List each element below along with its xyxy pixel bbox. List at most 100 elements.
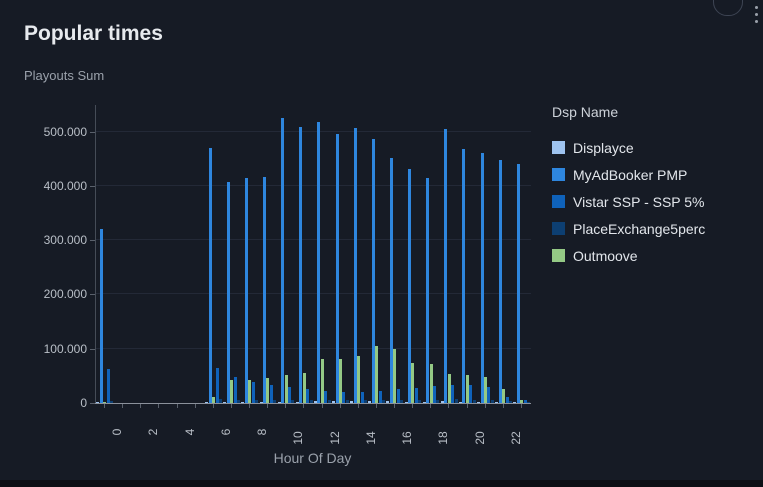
bar-placeexchange5perc-h22[interactable] — [508, 400, 512, 403]
bar-outmoove-h22[interactable] — [502, 389, 506, 403]
legend-item-vistar-ssp-ssp-5-[interactable]: Vistar SSP - SSP 5% — [552, 188, 752, 215]
bar-placeexchange5perc-h18[interactable] — [436, 399, 440, 403]
kebab-menu-icon[interactable] — [750, 2, 762, 28]
bar-outmoove-h0[interactable] — [103, 401, 107, 403]
bar-displayce-h10[interactable] — [277, 401, 281, 403]
bar-outmoove-h19[interactable] — [447, 374, 451, 403]
bar-placeexchange5perc-h12[interactable] — [327, 399, 331, 403]
bar-outmoove-h15[interactable] — [375, 346, 379, 403]
bar-myadbooker-pmp-h7[interactable] — [226, 181, 230, 403]
bar-placeexchange5perc-h14[interactable] — [363, 399, 367, 403]
bar-placeexchange5perc-h21[interactable] — [490, 400, 494, 403]
legend-item-outmoove[interactable]: Outmoove — [552, 242, 752, 269]
bar-myadbooker-pmp-h14[interactable] — [353, 128, 357, 403]
bar-vistar-ssp-ssp-5--h0[interactable] — [106, 369, 110, 403]
bar-displayce-h20[interactable] — [458, 401, 462, 403]
bar-vistar-ssp-ssp-5--h21[interactable] — [487, 386, 491, 403]
bar-placeexchange5perc-h16[interactable] — [400, 399, 404, 403]
bar-outmoove-h6[interactable] — [212, 396, 216, 403]
bar-displayce-h6[interactable] — [205, 401, 209, 403]
bar-myadbooker-pmp-h21[interactable] — [480, 153, 484, 403]
bar-outmoove-h18[interactable] — [429, 364, 433, 403]
bar-myadbooker-pmp-h18[interactable] — [426, 178, 430, 403]
bar-placeexchange5perc-h19[interactable] — [454, 398, 458, 403]
bar-placeexchange5perc-h17[interactable] — [418, 399, 422, 403]
bar-vistar-ssp-ssp-5--h15[interactable] — [378, 391, 382, 403]
bar-displayce-h13[interactable] — [332, 401, 336, 403]
bar-placeexchange5perc-h10[interactable] — [291, 400, 295, 403]
bar-placeexchange5perc-h8[interactable] — [255, 399, 259, 403]
legend-item-myadbooker-pmp[interactable]: MyAdBooker PMP — [552, 161, 752, 188]
bar-vistar-ssp-ssp-5--h11[interactable] — [306, 388, 310, 403]
bar-displayce-h7[interactable] — [223, 401, 227, 403]
bar-vistar-ssp-ssp-5--h6[interactable] — [215, 368, 219, 403]
bar-placeexchange5perc-h13[interactable] — [345, 399, 349, 403]
legend-item-displayce[interactable]: Displayce — [552, 134, 752, 161]
bar-displayce-h15[interactable] — [368, 401, 372, 403]
bar-vistar-ssp-ssp-5--h14[interactable] — [360, 392, 364, 403]
bar-vistar-ssp-ssp-5--h18[interactable] — [433, 385, 437, 403]
bar-displayce-h18[interactable] — [422, 401, 426, 403]
bar-myadbooker-pmp-h15[interactable] — [371, 138, 375, 403]
bar-displayce-h19[interactable] — [440, 401, 444, 403]
bar-vistar-ssp-ssp-5--h19[interactable] — [451, 384, 455, 403]
bar-myadbooker-pmp-h10[interactable] — [281, 117, 285, 403]
bar-vistar-ssp-ssp-5--h8[interactable] — [251, 381, 255, 403]
bar-placeexchange5perc-h23[interactable] — [527, 401, 531, 403]
bar-vistar-ssp-ssp-5--h12[interactable] — [324, 390, 328, 403]
legend-item-placeexchange5perc[interactable]: PlaceExchange5perc — [552, 215, 752, 242]
bar-outmoove-h13[interactable] — [338, 358, 342, 403]
bar-displayce-h14[interactable] — [350, 401, 354, 403]
bar-displayce-h22[interactable] — [495, 402, 499, 403]
bar-displayce-h21[interactable] — [477, 401, 481, 403]
bar-myadbooker-pmp-h12[interactable] — [317, 122, 321, 403]
bar-placeexchange5perc-h11[interactable] — [309, 400, 313, 403]
bar-vistar-ssp-ssp-5--h13[interactable] — [342, 391, 346, 403]
bar-displayce-h0[interactable] — [96, 402, 100, 403]
bar-vistar-ssp-ssp-5--h9[interactable] — [269, 384, 273, 403]
bar-outmoove-h16[interactable] — [393, 348, 397, 403]
bar-placeexchange5perc-h20[interactable] — [472, 399, 476, 403]
bar-vistar-ssp-ssp-5--h16[interactable] — [396, 388, 400, 403]
bar-placeexchange5perc-h6[interactable] — [218, 398, 222, 403]
bar-outmoove-h8[interactable] — [248, 379, 252, 403]
bar-myadbooker-pmp-h9[interactable] — [263, 177, 266, 403]
bar-placeexchange5perc-h0[interactable] — [110, 400, 114, 403]
bar-myadbooker-pmp-h6[interactable] — [208, 147, 212, 403]
bar-myadbooker-pmp-h17[interactable] — [408, 168, 411, 403]
bar-myadbooker-pmp-h23[interactable] — [516, 163, 520, 403]
bar-outmoove-h17[interactable] — [411, 362, 415, 403]
bar-outmoove-h20[interactable] — [465, 374, 469, 403]
bar-outmoove-h11[interactable] — [302, 372, 306, 403]
bar-placeexchange5perc-h15[interactable] — [382, 399, 386, 403]
bar-outmoove-h9[interactable] — [266, 377, 270, 403]
bar-placeexchange5perc-h9[interactable] — [273, 400, 277, 403]
bar-myadbooker-pmp-h22[interactable] — [498, 159, 502, 403]
bar-vistar-ssp-ssp-5--h7[interactable] — [233, 376, 237, 403]
bar-myadbooker-pmp-h19[interactable] — [444, 128, 448, 403]
bar-myadbooker-pmp-h8[interactable] — [244, 178, 248, 403]
bar-outmoove-h7[interactable] — [230, 380, 234, 403]
bar-displayce-h8[interactable] — [241, 401, 245, 403]
bar-myadbooker-pmp-h11[interactable] — [299, 126, 303, 403]
bar-outmoove-h14[interactable] — [357, 356, 361, 403]
bar-vistar-ssp-ssp-5--h10[interactable] — [288, 386, 292, 403]
bar-myadbooker-pmp-h13[interactable] — [335, 133, 339, 403]
bar-outmoove-h12[interactable] — [320, 359, 324, 403]
bar-myadbooker-pmp-h0[interactable] — [99, 229, 103, 403]
bar-displayce-h23[interactable] — [513, 402, 517, 403]
bar-displayce-h11[interactable] — [295, 401, 299, 403]
bar-displayce-h12[interactable] — [313, 401, 317, 403]
bar-displayce-h17[interactable] — [404, 401, 408, 403]
bar-outmoove-h21[interactable] — [483, 376, 487, 403]
bar-displayce-h9[interactable] — [259, 401, 263, 403]
bar-vistar-ssp-ssp-5--h20[interactable] — [469, 385, 473, 403]
bar-vistar-ssp-ssp-5--h17[interactable] — [414, 387, 418, 403]
bar-placeexchange5perc-h7[interactable] — [237, 399, 241, 403]
bar-vistar-ssp-ssp-5--h23[interactable] — [523, 400, 527, 403]
bar-outmoove-h23[interactable] — [520, 399, 524, 403]
bar-myadbooker-pmp-h16[interactable] — [389, 158, 393, 403]
bar-myadbooker-pmp-h20[interactable] — [462, 148, 466, 403]
bar-outmoove-h10[interactable] — [284, 374, 288, 403]
bar-displayce-h16[interactable] — [386, 401, 390, 403]
